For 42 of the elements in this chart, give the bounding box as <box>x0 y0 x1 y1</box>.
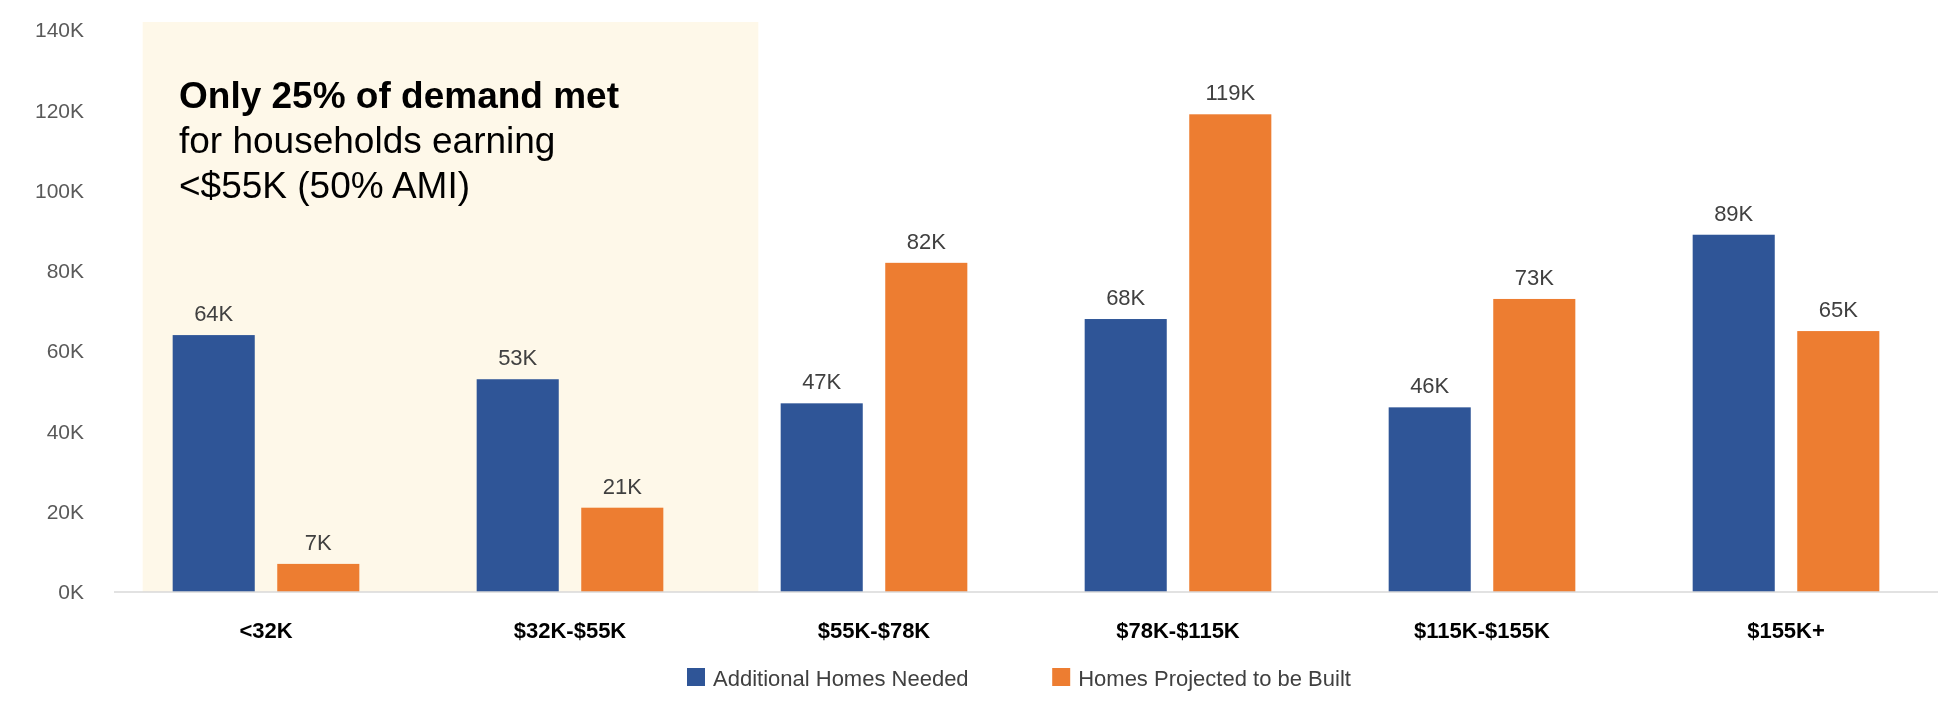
bar <box>581 507 664 592</box>
annotation: Only 25% of demand met <box>179 75 619 116</box>
y-tick-label: 120K <box>34 98 84 122</box>
data-label: 21K <box>602 473 643 499</box>
data-label: 53K <box>498 345 538 371</box>
data-label: 82K <box>906 228 947 254</box>
data-label: 47K <box>802 369 842 395</box>
y-tick-label: 60K <box>46 339 84 363</box>
data-label: 119K <box>1205 80 1256 106</box>
data-label: 65K <box>1818 297 1859 323</box>
bar <box>1388 407 1471 592</box>
bar <box>780 403 863 592</box>
data-label: 89K <box>1714 200 1754 226</box>
x-tick-label: $32K-$55K <box>513 618 627 643</box>
y-tick-label: 140K <box>34 18 84 42</box>
data-label: 73K <box>1514 264 1555 290</box>
y-tick-label: 0K <box>58 580 84 604</box>
x-tick-label: $78K-$115K <box>1116 618 1240 643</box>
y-tick-label: 20K <box>46 500 84 524</box>
bar <box>277 563 360 592</box>
x-tick-label: $155K+ <box>1747 618 1825 643</box>
bar <box>1797 331 1880 592</box>
bar <box>476 379 559 592</box>
legend-label: Homes Projected to be Built <box>1078 666 1351 691</box>
bar <box>1493 298 1576 592</box>
data-label: 7K <box>304 529 333 555</box>
bar <box>1189 114 1272 592</box>
y-tick-label: 80K <box>46 259 84 283</box>
bar <box>172 335 255 592</box>
bar <box>1084 319 1167 592</box>
x-tick-label: $55K-$78K <box>817 618 931 643</box>
annotation: for households earning <$55K (50% AMI) <box>179 120 556 206</box>
data-label: 64K <box>194 301 234 327</box>
data-label: 46K <box>1410 373 1450 399</box>
x-tick-label: <32K <box>239 618 293 643</box>
y-tick-label: 40K <box>46 419 84 443</box>
y-tick-label: 100K <box>34 178 84 202</box>
bar <box>1692 234 1775 592</box>
data-label: 68K <box>1106 285 1146 311</box>
x-tick-label: $115K-$155K <box>1414 618 1550 643</box>
legend-label: Additional Homes Needed <box>713 666 969 691</box>
bar <box>885 262 968 592</box>
